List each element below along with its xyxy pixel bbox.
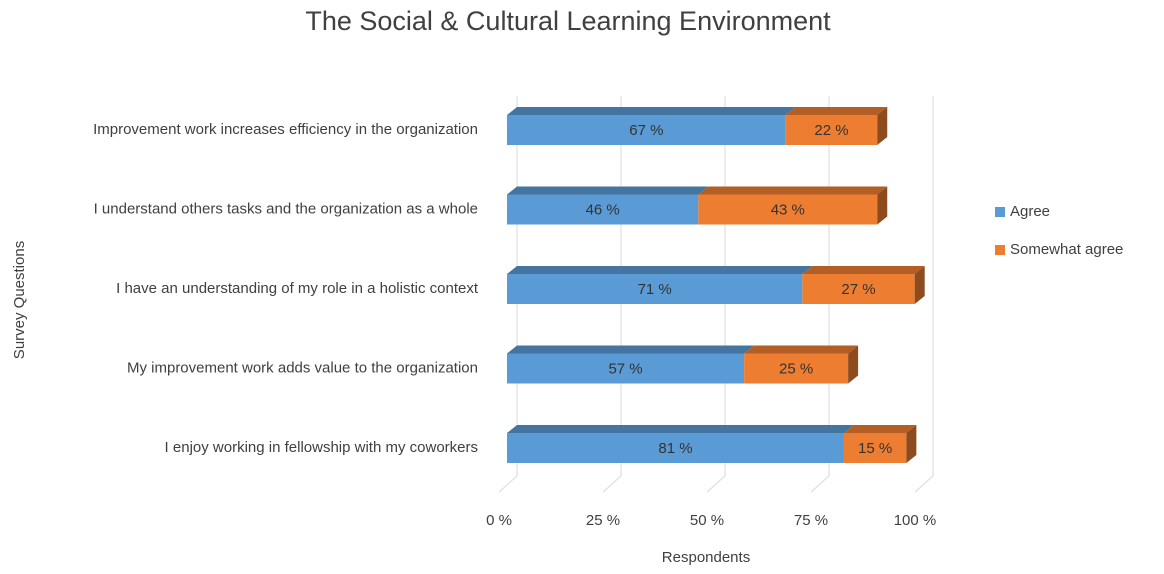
bar-side <box>877 107 888 145</box>
bar-top <box>507 425 854 433</box>
y-tick-label: Improvement work increases efficiency in… <box>93 121 478 138</box>
bar <box>843 433 907 463</box>
bar-side <box>914 266 925 304</box>
legend-label: Somewhat agree <box>1010 241 1123 258</box>
x-tick-label: 25 % <box>586 512 620 529</box>
grid-floor <box>498 475 518 493</box>
bar <box>507 194 699 225</box>
y-axis-title: Survey Questions <box>11 241 28 359</box>
value-label: 46 % <box>586 201 620 218</box>
chart-title: The Social & Cultural Learning Environme… <box>305 6 831 36</box>
grid-floor <box>810 475 830 493</box>
value-label: 25 % <box>779 360 813 377</box>
x-tick-label: 75 % <box>794 512 828 529</box>
bar-side <box>848 345 859 384</box>
x-axis-title: Respondents <box>662 549 750 566</box>
grid-floor <box>914 475 934 493</box>
bar <box>507 274 803 304</box>
bar <box>507 433 844 463</box>
bar-top <box>507 186 709 195</box>
y-tick-label: I understand others tasks and the organi… <box>94 200 478 217</box>
value-label: 43 % <box>771 201 805 218</box>
bar <box>698 194 878 225</box>
value-label: 27 % <box>841 281 875 298</box>
bar-top <box>507 266 813 274</box>
bar-top <box>785 107 888 115</box>
bar <box>744 353 849 384</box>
bar-top <box>843 425 917 433</box>
grid-floor <box>706 475 726 493</box>
bar <box>802 274 915 304</box>
value-label: 15 % <box>858 440 892 457</box>
value-label: 71 % <box>638 281 672 298</box>
y-tick-label: I enjoy working in fellowship with my co… <box>165 439 478 456</box>
x-tick-label: 50 % <box>690 512 724 529</box>
y-tick-label: I have an understanding of my role in a … <box>116 280 479 297</box>
bar-top <box>744 345 859 354</box>
legend-swatch <box>995 207 1005 217</box>
bar <box>507 115 786 145</box>
bar-side <box>906 425 917 463</box>
value-label: 57 % <box>608 360 642 377</box>
value-label: 22 % <box>814 122 848 139</box>
x-tick-label: 100 % <box>894 512 937 529</box>
bar <box>785 115 878 145</box>
value-label: 67 % <box>629 122 663 139</box>
bar-top <box>507 107 796 115</box>
value-label: 81 % <box>658 440 692 457</box>
bar <box>507 353 745 384</box>
bar-top <box>802 266 925 274</box>
bar-top <box>507 345 755 354</box>
y-tick-label: My improvement work adds value to the or… <box>127 359 478 376</box>
legend-label: Agree <box>1010 203 1050 220</box>
x-tick-label: 0 % <box>486 512 512 529</box>
grid-floor <box>602 475 622 493</box>
legend-swatch <box>995 245 1005 255</box>
bar-top <box>698 186 888 195</box>
bar-side <box>877 186 888 225</box>
